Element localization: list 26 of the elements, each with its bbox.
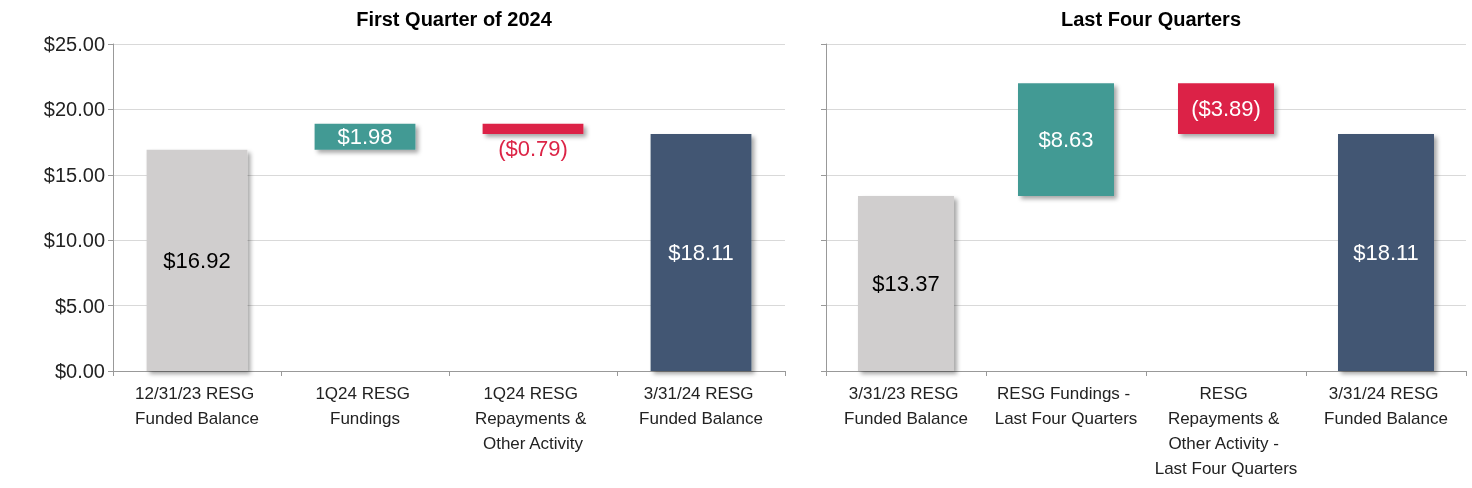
y-tick-label: $20.00: [43, 98, 105, 121]
x-tick-label: 3/31/24 RESG Funded Balance: [1324, 384, 1448, 428]
data-label: $13.37: [872, 271, 940, 297]
x-tick-label: 3/31/23 RESG Funded Balance: [844, 384, 968, 428]
data-label: $18.11: [1353, 240, 1419, 266]
data-label: $8.63: [1038, 127, 1094, 153]
x-tick-label: 3/31/24 RESG Funded Balance: [639, 384, 763, 428]
y-tick-label: $5.00: [54, 294, 105, 317]
y-tick-label: $10.00: [43, 229, 105, 252]
y-tick-label: $0.00: [54, 360, 105, 382]
chart-title: First Quarter of 2024: [356, 8, 553, 30]
x-tick-label: 1Q24 RESG Repayments & Other Activity: [474, 384, 592, 453]
x-tick-label: 1Q24 RESG Fundings: [315, 384, 415, 428]
data-label: $1.98: [337, 124, 393, 150]
bar: [482, 123, 584, 135]
data-label: $16.92: [163, 247, 231, 273]
x-tick-label: RESG Fundings - Last Four Quarters: [994, 384, 1138, 428]
x-tick-label: RESG Repayments & Other Activity - Last Four Quarters: [1154, 384, 1298, 478]
y-tick-label: $15.00: [43, 163, 105, 186]
data-label: $18.11: [668, 240, 734, 266]
bar: [650, 134, 752, 371]
y-tick-label: $25.00: [43, 33, 105, 55]
data-label: ($3.89): [1191, 96, 1261, 122]
chart-title: Last Four Quarters: [1060, 8, 1242, 30]
data-label: ($0.79): [498, 135, 568, 161]
x-tick-label: 12/31/23 RESG Funded Balance: [135, 384, 259, 428]
